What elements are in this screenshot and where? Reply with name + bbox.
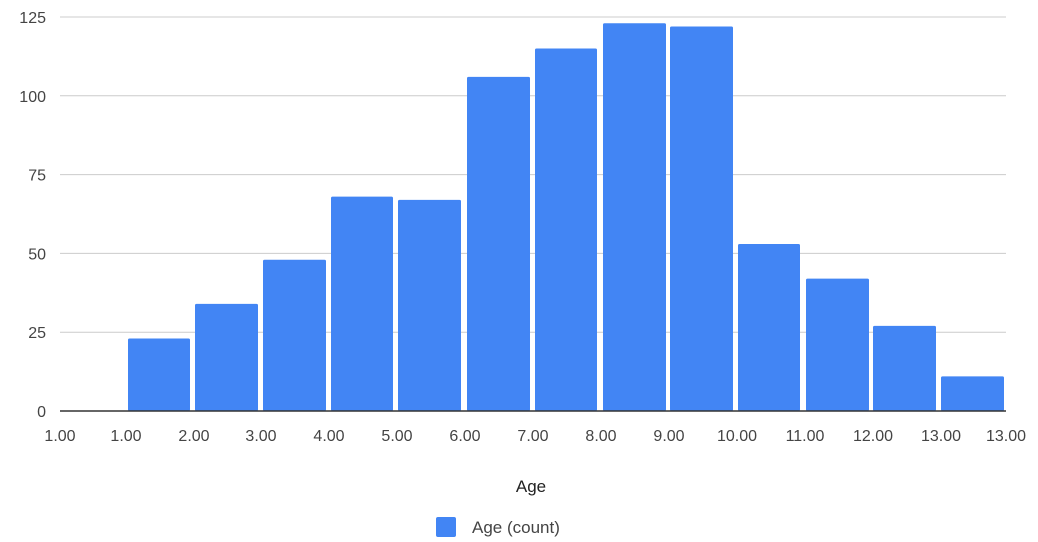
bar-3 <box>263 259 326 411</box>
x-tick-label: 7.00 <box>517 428 548 445</box>
y-tick-label: 50 <box>28 246 46 263</box>
bar-9 <box>670 26 733 412</box>
x-tick-label: 1.00 <box>44 428 75 445</box>
y-tick-label: 75 <box>28 168 46 185</box>
x-tick-label: 11.00 <box>786 428 825 445</box>
x-tick-label: 13.00 <box>986 428 1026 445</box>
x-tick-label: 8.00 <box>585 428 616 445</box>
x-tick-label: 12.00 <box>853 428 893 445</box>
x-tick-label: 9.00 <box>653 428 684 445</box>
x-tick-label: 13.00 <box>921 428 961 445</box>
x-tick-label: 1.00 <box>110 428 141 445</box>
y-tick-label: 125 <box>19 10 46 27</box>
bar-2 <box>195 303 258 411</box>
bar-4 <box>331 196 393 411</box>
y-tick-label: 25 <box>28 325 46 342</box>
bar-6 <box>467 76 530 411</box>
bar-7 <box>535 48 597 412</box>
x-tick-label: 10.00 <box>717 428 757 445</box>
y-tick-label: 100 <box>19 89 46 106</box>
x-tick-label: 4.00 <box>313 428 344 445</box>
x-tick-label: 5.00 <box>381 428 412 445</box>
x-tick-label: 2.00 <box>178 428 209 445</box>
bar-12 <box>873 325 936 411</box>
x-axis-title: Age <box>516 477 546 496</box>
y-tick-label: 0 <box>37 404 46 421</box>
x-tick-label: 3.00 <box>245 428 276 445</box>
bar-1 <box>128 338 190 411</box>
bar-10 <box>738 243 800 411</box>
bar-5 <box>398 199 461 411</box>
bar-13 <box>941 376 1004 411</box>
bar-8 <box>603 23 666 411</box>
legend-label: Age (count) <box>472 518 560 537</box>
legend-swatch <box>436 517 456 537</box>
x-tick-label: 6.00 <box>449 428 480 445</box>
bar-11 <box>806 278 869 411</box>
